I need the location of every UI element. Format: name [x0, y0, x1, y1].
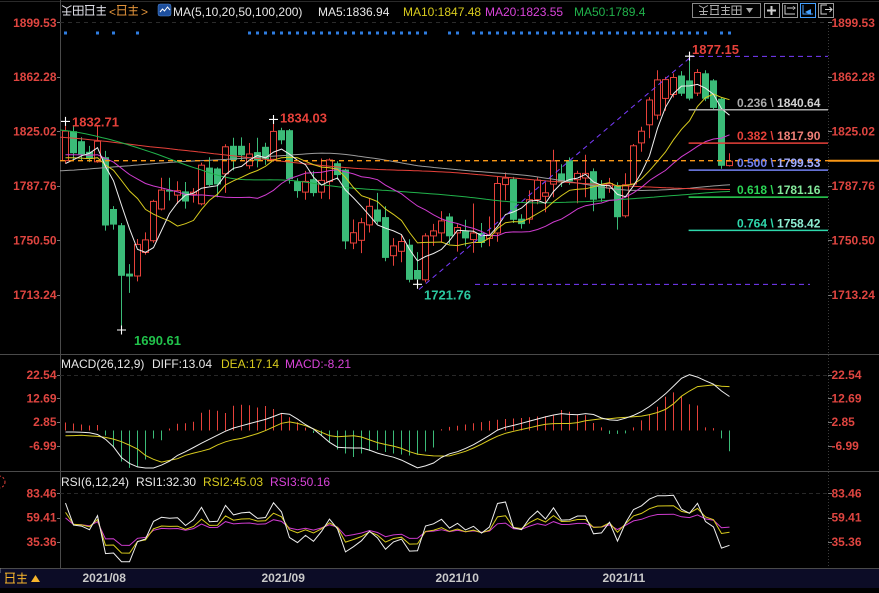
svg-text:MA50:1789.4: MA50:1789.4	[574, 5, 646, 19]
svg-text:1750.50: 1750.50	[832, 234, 876, 248]
svg-text:0.764 \ 1758.42: 0.764 \ 1758.42	[737, 216, 821, 230]
svg-text:RSI1:32.30: RSI1:32.30	[136, 475, 196, 489]
svg-text:0.382 \ 1817.90: 0.382 \ 1817.90	[737, 129, 821, 143]
svg-text:59.41: 59.41	[832, 511, 862, 525]
svg-text:2021/11: 2021/11	[603, 571, 646, 585]
svg-text:12.69: 12.69	[26, 391, 56, 405]
svg-text:1877.15: 1877.15	[692, 42, 739, 57]
svg-text:DEA:17.14: DEA:17.14	[221, 357, 279, 371]
svg-text:RSI(6,12,24): RSI(6,12,24)	[61, 475, 129, 489]
svg-text:1862.28: 1862.28	[13, 70, 57, 84]
svg-text:83.46: 83.46	[26, 486, 56, 500]
svg-text:MACD(26,12,9): MACD(26,12,9)	[61, 357, 144, 371]
svg-text:-6.99: -6.99	[29, 439, 57, 453]
svg-text:83.46: 83.46	[832, 486, 862, 500]
svg-text:2021/10: 2021/10	[436, 571, 480, 585]
svg-text:1750.50: 1750.50	[13, 234, 57, 248]
svg-text:22.54: 22.54	[26, 368, 56, 382]
svg-text:59.41: 59.41	[26, 511, 56, 525]
svg-text:1899.53: 1899.53	[832, 16, 876, 30]
svg-text:RSI2:45.03: RSI2:45.03	[203, 475, 263, 489]
svg-text:1834.03: 1834.03	[280, 111, 327, 126]
svg-text:MA20:1823.55: MA20:1823.55	[485, 5, 563, 19]
svg-text:1690.61: 1690.61	[134, 333, 181, 348]
svg-text:MA5:1836.94: MA5:1836.94	[318, 5, 390, 19]
svg-text:1787.76: 1787.76	[13, 179, 57, 193]
svg-text:1832.71: 1832.71	[72, 115, 119, 130]
svg-text:35.36: 35.36	[832, 535, 862, 549]
svg-text:1899.53: 1899.53	[13, 16, 57, 30]
svg-text:2.85: 2.85	[33, 415, 57, 429]
svg-text:MA(5,10,20,50,100,200): MA(5,10,20,50,100,200)	[173, 5, 302, 19]
svg-text:DIFF:13.04: DIFF:13.04	[152, 357, 212, 371]
svg-text:0.618 \ 1781.16: 0.618 \ 1781.16	[737, 183, 821, 197]
svg-text:1787.76: 1787.76	[832, 179, 876, 193]
svg-text:1721.76: 1721.76	[424, 288, 471, 303]
svg-text:22.54: 22.54	[832, 368, 862, 382]
svg-text:0.236 \ 1840.64: 0.236 \ 1840.64	[737, 96, 821, 110]
svg-text:>: >	[141, 5, 148, 19]
svg-text:2021/09: 2021/09	[262, 571, 306, 585]
svg-text:2021/08: 2021/08	[83, 571, 127, 585]
svg-text:1713.24: 1713.24	[13, 288, 57, 302]
svg-text:2.85: 2.85	[832, 415, 856, 429]
svg-text:1862.28: 1862.28	[832, 70, 876, 84]
svg-text:MA10:1847.48: MA10:1847.48	[403, 5, 481, 19]
svg-text:12.69: 12.69	[832, 391, 862, 405]
svg-text:35.36: 35.36	[26, 535, 56, 549]
svg-text:-6.99: -6.99	[832, 439, 860, 453]
svg-text:1825.02: 1825.02	[832, 125, 876, 139]
svg-text:1713.24: 1713.24	[832, 288, 876, 302]
svg-text:<: <	[109, 5, 116, 19]
svg-text:MACD:-8.21: MACD:-8.21	[285, 357, 351, 371]
svg-text:RSI3:50.16: RSI3:50.16	[270, 475, 330, 489]
svg-text:0.500 \ 1799.53: 0.500 \ 1799.53	[737, 156, 821, 170]
svg-text:1825.02: 1825.02	[13, 125, 57, 139]
